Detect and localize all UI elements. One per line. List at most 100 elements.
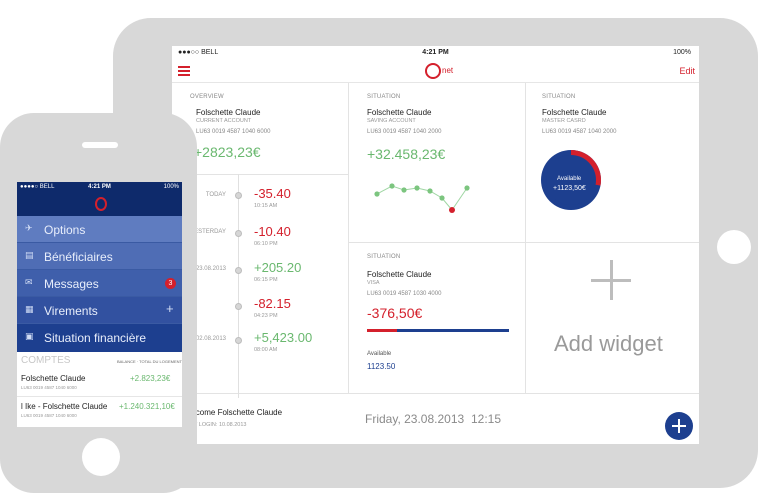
balance-tag: BALANCE · TOTAL DU LOGEMENT	[117, 359, 182, 364]
account-type: SAVING ACCOUNT	[367, 118, 416, 124]
menu-item-label: Situation financière	[44, 331, 147, 345]
menu-icon[interactable]	[178, 66, 190, 76]
menu-item-options[interactable]: ✈ Options	[17, 216, 182, 243]
available-value: 1123.50	[367, 362, 396, 371]
timeline-dot-icon	[235, 192, 242, 199]
account-holder: Folschette Claude	[196, 108, 261, 117]
donut-label: Available	[557, 176, 582, 182]
expand-plus-icon[interactable]: +	[166, 301, 174, 316]
account-name: Folschette Claude	[21, 374, 86, 383]
account-iban: LU63 0019 4587 1040 2000	[542, 129, 617, 135]
menu-item-label: Virements	[44, 304, 98, 318]
tablet-nav-bar: net Edit	[172, 60, 699, 83]
section-label: SITUATION	[542, 94, 576, 100]
menu-item-label: Messages	[44, 277, 99, 291]
sparkline-point	[389, 183, 395, 189]
account-name: l Ike - Folschette Claude	[21, 402, 108, 411]
sparkline-point	[374, 191, 380, 197]
phone-header	[17, 194, 182, 216]
sparkline-point	[414, 185, 420, 191]
menu-item-messages[interactable]: ✉ Messages 3	[17, 270, 182, 297]
transfer-icon: ▦	[25, 304, 34, 314]
available-label: Available	[367, 351, 392, 357]
tablet-status-bar: ●●●○○ BELL 4:21 PM 100%	[172, 46, 699, 60]
mail-icon: ✉	[25, 277, 33, 287]
carrier-label: ●●●●○ BELL	[20, 184, 55, 190]
sparkline-point	[401, 187, 407, 193]
menu-item-virements[interactable]: ▦ Virements +	[17, 297, 182, 324]
footer-date: Friday, 23.08.2013	[365, 412, 465, 426]
add-plus-icon	[610, 260, 613, 300]
account-balance: +2823,23€	[194, 144, 261, 160]
section-label: OVERVIEW	[190, 94, 224, 100]
phone-speaker	[82, 142, 118, 148]
account-iban: LU63 0019 4587 1040 6000	[21, 413, 77, 418]
transaction-time: 08:00 AM	[254, 347, 278, 353]
edit-button[interactable]: Edit	[679, 66, 695, 76]
usage-bar-available	[397, 329, 509, 332]
account-holder: Folschette Claude	[367, 270, 432, 279]
clock: 4:21 PM	[88, 184, 111, 190]
transaction-amount: +205.20	[254, 260, 302, 275]
account-amount: +1.240.321,10€	[119, 402, 175, 411]
section-label: SITUATION	[367, 254, 401, 260]
account-holder: Folschette Claude	[542, 108, 607, 117]
add-button[interactable]	[665, 412, 693, 440]
welcome-text: lcome Folschette Claude	[194, 408, 283, 417]
account-iban: LU63 0019 4587 1040 2000	[367, 129, 442, 135]
account-type: MASTER CASRD	[542, 118, 586, 124]
messages-badge: 3	[165, 278, 176, 289]
timeline-dot-icon	[235, 303, 242, 310]
accounts-title: COMPTES	[21, 355, 71, 366]
timeline-dot-icon	[235, 267, 242, 274]
phone-home-button[interactable]	[82, 438, 120, 476]
clock: 4:21 PM	[422, 49, 449, 56]
phone-status-bar: ●●●●○ BELL 4:21 PM 100%	[17, 182, 182, 194]
transaction-time: 10:15 AM	[254, 203, 278, 209]
transaction-time: 04:23 PM	[254, 313, 278, 319]
donut-value: +1123,50€	[553, 185, 586, 192]
account-type: VISA	[367, 280, 380, 286]
divider	[172, 393, 699, 394]
transaction-amount: -82.15	[254, 296, 291, 311]
account-balance: -376,50€	[367, 305, 423, 321]
divider	[172, 174, 348, 175]
divider	[348, 242, 699, 243]
sparkline-point	[427, 188, 433, 194]
account-type: CURRENT ACCOUNT	[196, 118, 252, 124]
menu-item-situation[interactable]: ▣ Situation financière	[17, 324, 182, 350]
timeline-dot-icon	[235, 337, 242, 344]
tablet-home-button[interactable]	[717, 230, 751, 264]
account-amount: +2.823,23€	[130, 374, 171, 383]
sparkline-point	[439, 195, 445, 201]
menu-item-label: Options	[44, 223, 86, 237]
bank-logo-icon	[95, 197, 107, 211]
tablet-screen: ●●●○○ BELL 4:21 PM 100% net Edit OVERVIE…	[172, 46, 699, 444]
transaction-date: ESTERDAY	[194, 229, 226, 235]
sparkline-chart	[374, 183, 470, 213]
transaction-date: TODAY	[205, 192, 226, 198]
chart-icon: ▣	[25, 331, 34, 341]
phone-screen: ●●●●○ BELL 4:21 PM 100% ✈ Options ▤ Béné…	[17, 182, 182, 427]
transaction-amount: -10.40	[254, 224, 291, 239]
account-iban: LU63 0019 4587 1040 6000	[21, 385, 77, 390]
battery-label: 100%	[673, 49, 691, 56]
carrier-label: ●●●○○ BELL	[178, 49, 219, 56]
transaction-date: 23.08.2013	[195, 266, 226, 272]
transaction-amount: -35.40	[254, 186, 291, 201]
section-label: SITUATION	[367, 94, 401, 100]
transaction-amount: +5,423.00	[254, 330, 313, 345]
add-widget-label: Add widget	[554, 331, 663, 356]
account-balance: +32.458,23€	[367, 146, 446, 162]
account-iban: LU63 0019 4587 1040 6000	[196, 129, 271, 135]
logo-text: net	[442, 66, 454, 75]
last-login-text: T LOGIN: 10.08.2013	[194, 422, 247, 428]
menu-item-label: Bénéficiaires	[44, 250, 113, 264]
options-icon: ✈	[25, 223, 33, 233]
sparkline-point	[464, 185, 470, 191]
timeline-dot-icon	[235, 230, 242, 237]
divider	[348, 83, 349, 393]
transaction-time: 06:10 PM	[254, 241, 278, 247]
beneficiaries-icon: ▤	[25, 250, 34, 260]
menu-item-beneficiaires[interactable]: ▤ Bénéficiaires	[17, 243, 182, 270]
